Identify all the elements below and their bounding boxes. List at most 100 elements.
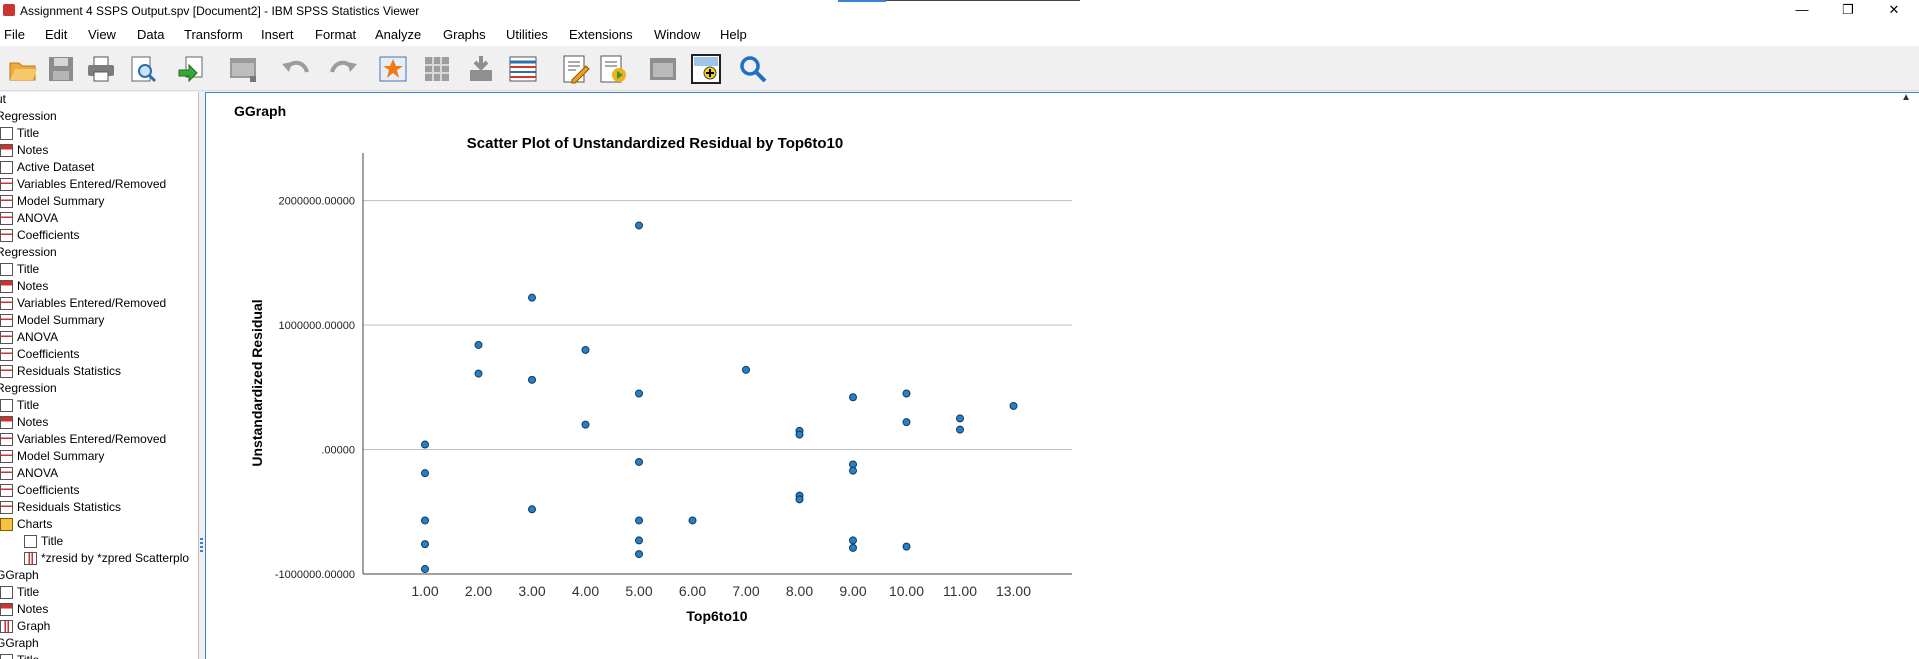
nav-item-model-summary[interactable]: Model Summary — [0, 194, 104, 211]
nav-item-title[interactable]: Title — [0, 398, 39, 415]
nav-item-regression[interactable]: Regression — [0, 109, 57, 126]
menu-transform[interactable]: Transform — [184, 27, 243, 42]
nav-item-label: GGraph — [0, 568, 39, 582]
nav-item-notes[interactable]: Notes — [0, 602, 48, 619]
pane-splitter[interactable] — [199, 92, 205, 659]
nav-item-variables-entered-removed[interactable]: Variables Entered/Removed — [0, 296, 166, 313]
taskbar-highlight — [838, 0, 886, 2]
print-icon[interactable] — [86, 54, 116, 84]
insert-output-icon[interactable] — [691, 54, 721, 84]
nav-item-anova[interactable]: ANOVA — [0, 466, 58, 483]
nav-item-title[interactable]: Title — [0, 653, 39, 659]
nav-item-label: Residuals Statistics — [17, 500, 122, 514]
nav-item-title[interactable]: Title — [0, 585, 39, 602]
designate-window-icon[interactable] — [560, 54, 590, 84]
table-item-icon — [0, 331, 13, 345]
x-tick-label: 2.00 — [465, 583, 492, 599]
notes-item-icon — [0, 416, 13, 430]
doc-item-icon — [24, 535, 37, 549]
goto-case-icon[interactable] — [422, 54, 452, 84]
nav-item-residuals-statistics[interactable]: Residuals Statistics — [0, 364, 121, 381]
nav-item-label: Title — [17, 585, 40, 599]
nav-item-label: ut — [0, 92, 7, 106]
menu-window[interactable]: Window — [654, 27, 701, 42]
maximize-button[interactable]: ❐ — [1842, 2, 1854, 17]
menu-file[interactable]: File — [4, 27, 25, 42]
show-outline-icon[interactable] — [648, 54, 678, 84]
nav-item-notes[interactable]: Notes — [0, 415, 48, 432]
outline-navigator[interactable]: ut Regression Title Notes Active Dataset Vari… — [0, 92, 199, 659]
save-icon[interactable] — [46, 54, 76, 84]
close-button[interactable]: ✕ — [1888, 2, 1900, 17]
menu-format[interactable]: Format — [315, 27, 357, 42]
nav-item-ut[interactable]: ut — [0, 92, 6, 109]
print-preview-icon[interactable] — [128, 54, 158, 84]
menu-edit[interactable]: Edit — [45, 27, 68, 42]
nav-item-label: GGraph — [0, 636, 39, 650]
table-item-icon — [0, 433, 13, 447]
scatter-chart[interactable]: 2000000.00000 1000000.00000 .00000 -1000000… — [206, 93, 1306, 653]
menu-extensions[interactable]: Extensions — [569, 27, 633, 42]
data-point — [902, 542, 911, 551]
data-point — [742, 365, 750, 374]
menu-view[interactable]: View — [88, 27, 116, 42]
nav-item-label: Regression — [0, 381, 57, 395]
spss-app-icon — [3, 4, 15, 16]
nav-item-regression[interactable]: Regression — [0, 381, 57, 398]
x-tick-label: 4.00 — [572, 583, 599, 599]
goto-variable-icon[interactable] — [466, 54, 496, 84]
nav-item-coefficients[interactable]: Coefficients — [0, 228, 79, 245]
nav-item-ggraph[interactable]: GGraph — [0, 568, 39, 585]
menu-help[interactable]: Help — [720, 27, 747, 42]
nav-item-ggraph[interactable]: GGraph — [0, 636, 39, 653]
menu-data[interactable]: Data — [137, 27, 165, 42]
nav-item-coefficients[interactable]: Coefficients — [0, 347, 79, 364]
data-point — [421, 565, 429, 574]
nav-item-title[interactable]: Title — [0, 262, 39, 279]
nav-item-anova[interactable]: ANOVA — [0, 330, 58, 347]
nav-item-label: Notes — [17, 279, 49, 293]
open-folder-icon[interactable] — [8, 54, 38, 84]
nav-item-label: Notes — [17, 143, 49, 157]
menu-analyze[interactable]: Analyze — [375, 27, 422, 42]
nav-item-label: Active Dataset — [17, 160, 95, 174]
nav-item-zresid-by-zpred-scatterplo[interactable]: *zresid by *zpred Scatterplo — [24, 551, 189, 568]
minimize-button[interactable]: — — [1795, 2, 1809, 17]
export-icon[interactable] — [176, 54, 206, 84]
doc-item-icon — [0, 399, 13, 413]
menu-insert[interactable]: Insert — [261, 27, 294, 42]
table-item-icon — [0, 297, 13, 311]
nav-item-notes[interactable]: Notes — [0, 279, 48, 296]
recall-dialog-icon[interactable] — [228, 54, 258, 84]
nav-item-title[interactable]: Title — [0, 126, 39, 143]
nav-item-model-summary[interactable]: Model Summary — [0, 313, 104, 330]
menu-utilities[interactable]: Utilities — [506, 27, 548, 42]
nav-item-regression[interactable]: Regression — [0, 245, 57, 262]
nav-item-label: Charts — [17, 517, 53, 531]
notes-item-icon — [0, 280, 13, 294]
menu-graphs[interactable]: Graphs — [443, 27, 486, 42]
x-tick-label: 5.00 — [625, 583, 652, 599]
nav-item-notes[interactable]: Notes — [0, 143, 48, 160]
run-script-icon[interactable] — [598, 54, 628, 84]
data-point — [635, 457, 643, 466]
nav-item-charts[interactable]: Charts — [0, 517, 52, 534]
notes-item-icon — [0, 603, 13, 617]
splitter-grip[interactable] — [200, 538, 203, 552]
nav-item-variables-entered-removed[interactable]: Variables Entered/Removed — [0, 432, 166, 449]
variables-icon[interactable] — [508, 54, 538, 84]
redo-icon[interactable] — [328, 54, 358, 84]
nav-item-variables-entered-removed[interactable]: Variables Entered/Removed — [0, 177, 166, 194]
nav-item-coefficients[interactable]: Coefficients — [0, 483, 79, 500]
scroll-up-arrow-icon[interactable]: ▲ — [1901, 92, 1911, 103]
nav-item-title[interactable]: Title — [24, 534, 63, 551]
goto-data-icon[interactable] — [378, 54, 408, 84]
nav-item-residuals-statistics[interactable]: Residuals Statistics — [0, 500, 121, 517]
nav-item-anova[interactable]: ANOVA — [0, 211, 58, 228]
taskbar-divider — [886, 0, 1080, 1]
nav-item-model-summary[interactable]: Model Summary — [0, 449, 104, 466]
nav-item-active-dataset[interactable]: Active Dataset — [0, 160, 94, 177]
undo-icon[interactable] — [281, 54, 311, 84]
search-icon[interactable] — [738, 54, 768, 84]
nav-item-graph[interactable]: Graph — [0, 619, 50, 636]
